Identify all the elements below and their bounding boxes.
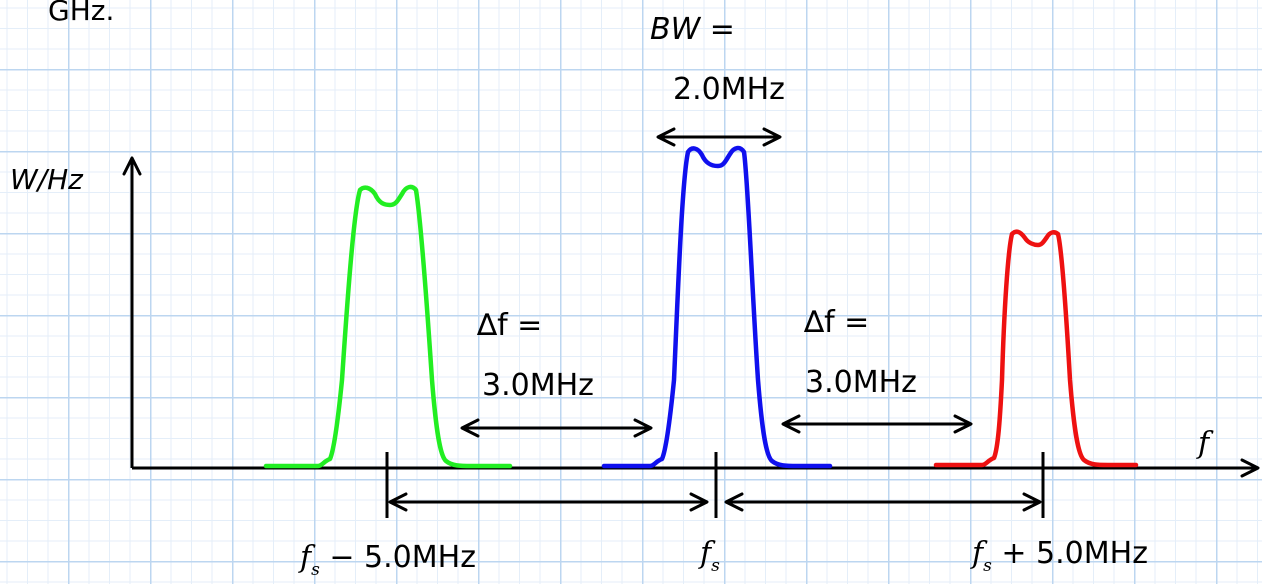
tick-label-right-rest: + 5.0MHz: [991, 536, 1148, 571]
y-axis-label: W/Hz: [10, 163, 83, 196]
lower-channel-curve: [263, 184, 513, 469]
center-channel-curve: [601, 145, 833, 469]
tick-label-left: fs − 5.0MHz: [300, 540, 476, 580]
bandwidth-text: BW =: [650, 12, 735, 47]
x-axis-label: f: [1198, 426, 1210, 461]
tick-label-left-rest: − 5.0MHz: [319, 540, 476, 575]
tick-label-right-sub: s: [983, 556, 992, 576]
upper-channel-curve: [933, 229, 1139, 468]
tick-label-center-f: f: [700, 536, 712, 571]
tick-label-center: fs: [700, 536, 720, 576]
bandwidth-label-line2: 2.0MHz: [673, 72, 785, 107]
tick-label-center-sub: s: [711, 556, 720, 576]
gap-right-label-line1: ∆f =: [804, 305, 870, 340]
gap-right-label-line2: 3.0MHz: [805, 365, 917, 400]
top-text: GHz.: [48, 0, 115, 27]
gap-left-label-line1: ∆f =: [477, 308, 543, 343]
tick-label-left-sub: s: [311, 560, 320, 580]
tick-label-right-f: f: [972, 536, 984, 571]
tick-label-right: fs + 5.0MHz: [972, 536, 1148, 576]
gap-left-label-line2: 3.0MHz: [482, 368, 594, 403]
tick-label-left-f: f: [300, 540, 312, 575]
bandwidth-label-line1: BW =: [650, 12, 735, 47]
